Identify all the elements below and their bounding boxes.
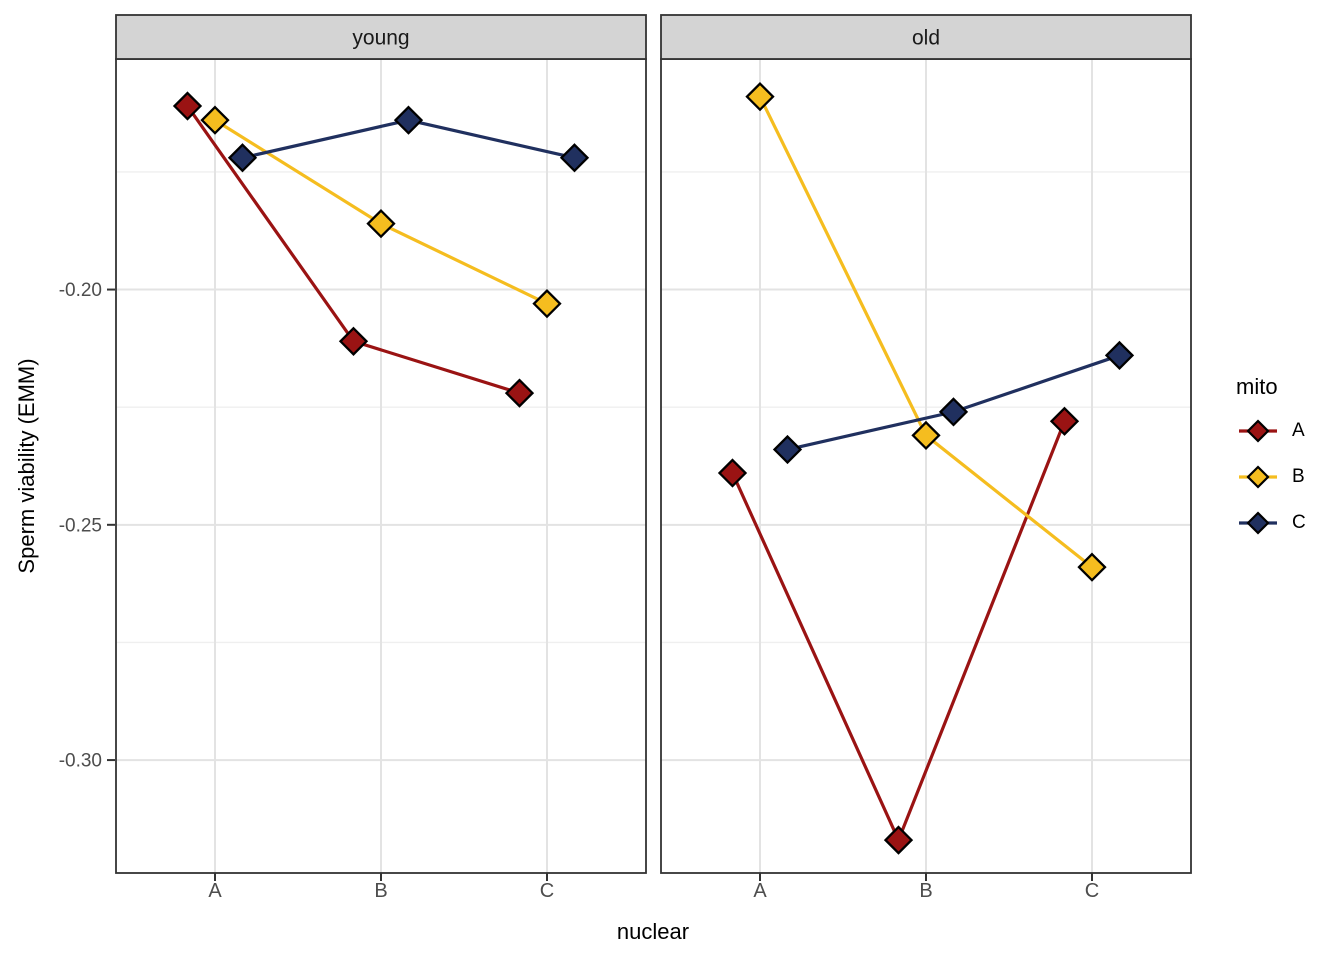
- data-point-old-mito-B-C: [1077, 552, 1107, 582]
- facet-strip: [660, 14, 1192, 60]
- facet-strip-label: young: [352, 27, 409, 50]
- data-point-old-mito-C-B: [938, 397, 969, 427]
- data-point-young-mito-C-A: [227, 143, 258, 173]
- x-tick-label: C: [1085, 880, 1099, 902]
- x-tick-label: C: [540, 880, 554, 902]
- legend-label: C: [1292, 512, 1306, 533]
- x-tick-label: A: [753, 880, 767, 902]
- data-point-old-mito-A-A: [717, 458, 748, 488]
- data-point-old-mito-A-C: [1049, 406, 1080, 436]
- data-point-young-mito-C-C: [559, 143, 590, 173]
- panel-old: old A B C: [660, 14, 1192, 902]
- y-tick-label: -0.25: [59, 515, 102, 536]
- data-point-young-mito-B-A: [200, 105, 230, 135]
- data-point-young-mito-C-B: [393, 105, 424, 135]
- legend-key-diamond-icon: [1239, 511, 1277, 535]
- x-tick-label: A: [208, 880, 222, 902]
- facet-strip: [115, 14, 647, 60]
- data-point-young-mito-A-A: [172, 91, 203, 121]
- legend-entry-b: B: [1236, 462, 1344, 492]
- data-point-old-mito-B-A: [745, 82, 775, 112]
- data-point-young-mito-A-B: [338, 326, 369, 356]
- legend-label: A: [1292, 420, 1305, 441]
- data-point-young-mito-A-C: [504, 378, 535, 408]
- legend-entry-c: C: [1236, 508, 1344, 538]
- data-point-young-mito-B-B: [366, 209, 396, 239]
- x-tick-label: B: [374, 880, 387, 902]
- x-tick-label: B: [919, 880, 932, 902]
- data-point-old-mito-A-B: [883, 825, 914, 855]
- data-point-young-mito-B-C: [532, 289, 562, 319]
- legend-key-diamond-icon: [1239, 419, 1277, 443]
- facet-strip-label: old: [912, 27, 940, 50]
- y-tick-label: -0.20: [59, 280, 102, 301]
- data-point-old-mito-C-C: [1104, 340, 1135, 371]
- data-point-old-mito-C-A: [772, 434, 803, 465]
- legend-title: mito: [1236, 374, 1278, 399]
- y-axis-title: Sperm viability (EMM): [14, 358, 39, 574]
- panel-young: young A B C: [115, 14, 647, 902]
- legend: mito A B C: [1236, 374, 1344, 554]
- y-tick-label: -0.30: [59, 751, 102, 772]
- x-axis-title: nuclear: [616, 919, 690, 944]
- data-point-old-mito-B-B: [911, 420, 941, 451]
- legend-key-diamond-icon: [1239, 465, 1277, 489]
- legend-label: B: [1292, 466, 1305, 487]
- legend-entry-a: A: [1236, 416, 1344, 446]
